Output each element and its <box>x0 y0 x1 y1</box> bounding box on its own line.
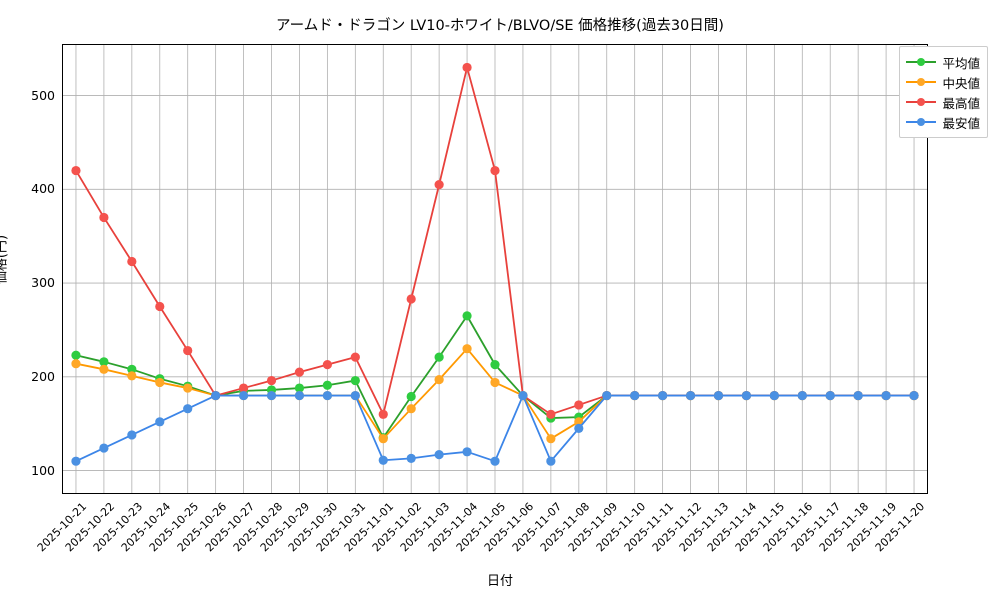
data-point-marker <box>71 165 81 176</box>
data-point-marker <box>322 380 332 390</box>
data-point-marker <box>574 400 584 410</box>
data-point-marker <box>127 371 137 381</box>
data-point-marker <box>462 447 472 457</box>
data-point-marker <box>266 375 277 386</box>
legend-swatch-icon <box>906 75 937 89</box>
data-point-marker <box>741 390 752 401</box>
legend-swatch-icon <box>906 95 937 109</box>
data-point-marker <box>322 390 332 401</box>
data-point-marker <box>490 360 500 370</box>
legend-label: 最安値 <box>942 115 980 131</box>
grid-lines <box>62 44 928 494</box>
data-point-marker <box>462 344 472 354</box>
data-point-marker <box>99 364 109 374</box>
data-point-marker <box>294 383 305 393</box>
data-point-marker <box>658 390 668 401</box>
legend-item-1[interactable]: 平均値 <box>906 52 980 72</box>
data-point-marker <box>183 383 193 393</box>
data-point-marker <box>434 180 444 190</box>
y-tick-label: 100 <box>31 462 55 478</box>
data-point-marker <box>630 390 640 401</box>
data-point-marker <box>434 375 444 385</box>
data-point-marker <box>350 375 360 386</box>
data-point-marker <box>294 367 305 377</box>
data-point-marker <box>406 453 416 463</box>
data-point-marker <box>602 390 612 401</box>
data-point-marker <box>71 456 81 466</box>
data-point-marker <box>155 377 165 388</box>
data-point-marker <box>685 390 696 401</box>
series-4 <box>71 390 919 466</box>
legend-label: 平均値 <box>942 55 980 71</box>
data-point-marker <box>406 404 416 414</box>
data-point-marker <box>574 417 584 427</box>
data-point-marker <box>769 390 779 401</box>
data-point-marker <box>406 294 416 304</box>
data-point-marker <box>99 443 109 453</box>
data-point-marker <box>127 364 137 374</box>
chart-legend: 平均値中央値最高値最安値 <box>899 46 988 138</box>
data-point-marker <box>71 359 81 369</box>
data-point-marker <box>350 352 360 362</box>
y-tick-label: 400 <box>31 181 55 197</box>
data-point-marker <box>518 390 528 401</box>
data-point-marker <box>490 165 500 176</box>
chart-title: アームド・ドラゴン LV10-ホワイト/BLVO/SE 価格推移(過去30日間) <box>276 18 724 34</box>
data-point-marker <box>378 455 388 465</box>
data-point-marker <box>99 212 109 223</box>
data-point-marker <box>294 390 305 401</box>
legend-swatch-icon <box>906 115 937 129</box>
data-point-marker <box>825 390 835 401</box>
data-point-marker <box>378 409 388 419</box>
y-tick-label: 200 <box>31 368 55 384</box>
data-point-marker <box>155 417 165 427</box>
y-tick-label: 500 <box>31 87 55 103</box>
data-point-marker <box>574 423 584 433</box>
data-point-marker <box>238 383 249 393</box>
legend-label: 最高値 <box>942 95 980 111</box>
legend-label: 中央値 <box>942 75 980 91</box>
data-point-marker <box>462 62 472 73</box>
data-point-marker <box>853 390 863 401</box>
data-point-marker <box>127 256 137 267</box>
data-point-marker <box>881 390 891 401</box>
data-point-marker <box>238 390 249 401</box>
data-point-marker <box>434 450 444 460</box>
data-point-marker <box>266 390 277 401</box>
data-series-layer <box>71 62 919 466</box>
data-point-marker <box>183 345 193 356</box>
data-point-marker <box>490 456 500 466</box>
plot-area <box>62 44 928 494</box>
data-point-marker <box>546 456 556 466</box>
legend-item-4[interactable]: 最安値 <box>906 112 980 132</box>
data-point-marker <box>462 311 472 321</box>
legend-item-3[interactable]: 最高値 <box>906 92 980 112</box>
x-axis-label: 日付 <box>486 574 513 589</box>
legend-item-2[interactable]: 中央値 <box>906 72 980 92</box>
data-point-marker <box>406 391 416 402</box>
y-axis-label: 価格(円) <box>0 234 10 285</box>
data-point-marker <box>546 434 556 444</box>
data-point-marker <box>155 301 165 312</box>
data-point-marker <box>322 360 332 370</box>
data-point-marker <box>211 390 221 401</box>
plot-svg <box>62 44 928 494</box>
data-point-marker <box>71 350 81 360</box>
data-point-marker <box>713 390 724 401</box>
data-point-marker <box>183 404 193 414</box>
data-point-marker <box>434 352 444 362</box>
data-point-marker <box>909 390 919 401</box>
data-point-marker <box>99 357 109 367</box>
data-point-marker <box>797 390 807 401</box>
legend-swatch-icon <box>906 55 937 69</box>
data-point-marker <box>350 390 360 401</box>
data-point-marker <box>127 430 137 440</box>
y-tick-label: 300 <box>31 275 55 291</box>
data-point-marker <box>546 409 556 419</box>
data-point-marker <box>490 377 500 388</box>
data-point-marker <box>378 434 388 444</box>
axis-spines <box>62 44 928 494</box>
